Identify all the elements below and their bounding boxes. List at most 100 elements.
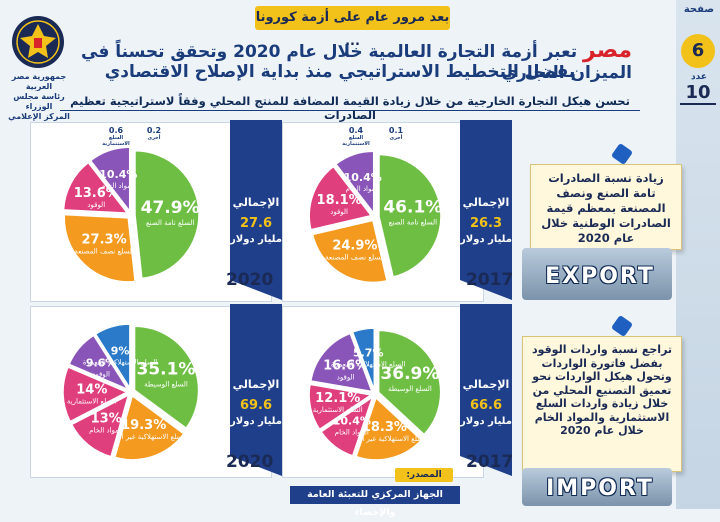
slice-name-label: السلع الاستثمارية bbox=[313, 406, 363, 414]
pie-slice bbox=[134, 150, 200, 280]
slice-name-label: الوقود bbox=[92, 371, 110, 379]
export-illustration bbox=[522, 248, 672, 300]
total-value-exports-2017: 26.3 bbox=[469, 216, 503, 231]
total-value-exports-2020: 27.6 bbox=[239, 216, 273, 231]
logo-line-1: جمهورية مصر العربية bbox=[11, 72, 67, 91]
logo-line-3: المركز الإعلامي bbox=[8, 112, 70, 121]
slice-value-label: 27.3% bbox=[82, 232, 127, 247]
slice-name-label: السلع تامة الصنع bbox=[389, 219, 437, 227]
page-label: صفحة bbox=[683, 4, 714, 15]
pie-slice bbox=[309, 332, 374, 393]
pie-slice bbox=[70, 393, 130, 458]
slice-name-label: المواد الخام bbox=[346, 185, 380, 193]
small-share-1-exports-2020: 0.6 السلع الاستثمارية bbox=[98, 126, 134, 147]
slice-name-label: السلع الاستهلاكية المعمرة bbox=[331, 361, 405, 369]
slice-value-label: 13.6% bbox=[74, 186, 119, 201]
slice-name-label: السلع تامة الصنع bbox=[146, 219, 194, 227]
small-share-value: 0.4 bbox=[348, 126, 364, 135]
slice-name-label: الوقود bbox=[87, 201, 105, 209]
pie-slice bbox=[133, 325, 200, 430]
issue-label: عدد bbox=[691, 72, 707, 82]
slice-value-label: 10.4% bbox=[333, 414, 371, 427]
slice-value-label: 9.6% bbox=[86, 357, 117, 370]
small-share-name: السلع الاستثمارية bbox=[102, 135, 130, 147]
slice-value-label: 5.7% bbox=[353, 347, 384, 360]
source-label: المصدر: bbox=[395, 468, 453, 482]
small-share-value: 0.2 bbox=[146, 126, 162, 135]
slice-value-label: 47.9% bbox=[141, 198, 200, 218]
small-share-0-exports-2020: 0.2 أخرى bbox=[136, 126, 172, 141]
ribbon-exports-2017 bbox=[460, 120, 512, 300]
pie-slice bbox=[68, 334, 130, 392]
pie-slice bbox=[378, 153, 442, 278]
slice-value-label: 35.1% bbox=[136, 359, 195, 379]
small-share-name: أخرى bbox=[147, 135, 161, 141]
slice-name-label: السلع الوسيطة bbox=[388, 385, 432, 393]
slice-name-label: السلع الاستهلاكية غير المعمرة bbox=[341, 435, 427, 443]
small-share-value: 0.6 bbox=[108, 126, 124, 135]
eagle-logo-icon bbox=[12, 16, 64, 68]
total-unit-exports-2020: مليار دولار bbox=[230, 234, 282, 245]
small-share-name: أخرى bbox=[389, 135, 403, 141]
pin-icon bbox=[610, 314, 634, 338]
top-banner: بعد مرور عام على أزمة كورونا ... bbox=[255, 6, 450, 49]
source-text: الجهاز المركزي للتعبئة العامة والإحصاء bbox=[290, 486, 460, 518]
slice-value-label: 13% bbox=[91, 411, 122, 426]
slice-name-label: المواد الخام bbox=[335, 428, 369, 436]
subtitle-divider bbox=[60, 110, 640, 111]
slice-value-label: 24.9% bbox=[332, 238, 377, 253]
ribbon-imports-2017 bbox=[460, 304, 512, 476]
small-share-name: السلع الاستثمارية bbox=[342, 135, 370, 147]
total-label-imports-2020: الإجمالي bbox=[232, 378, 280, 391]
note-exports: زيادة نسبة الصادرات تامة الصنع ونصف المص… bbox=[530, 164, 682, 250]
pie-slice bbox=[308, 165, 373, 231]
headline-brand: مصر bbox=[583, 38, 632, 63]
ribbon-exports-2020 bbox=[230, 120, 282, 300]
slice-value-label: 16.6% bbox=[323, 359, 368, 374]
slice-name-label: الوقود bbox=[330, 208, 348, 216]
page-number: 6 bbox=[681, 34, 715, 68]
slice-name-label: السلع الاستهلاكية المعمرة bbox=[83, 358, 157, 366]
pie-slice bbox=[113, 394, 185, 461]
slice-name-label: السلع الاستثمارية bbox=[67, 397, 117, 405]
pie-slice bbox=[377, 329, 442, 436]
ribbon-imports-2020 bbox=[230, 304, 282, 476]
year-exports-2020: 2020 bbox=[226, 270, 274, 290]
pie-slice bbox=[94, 323, 131, 391]
total-value-imports-2020: 69.6 bbox=[239, 398, 273, 413]
logo-line-2: رئاسة مجلس الوزراء bbox=[13, 92, 65, 111]
slice-value-label: 12.1% bbox=[315, 391, 360, 406]
small-share-1-exports-2017: 0.4 السلع الاستثمارية bbox=[338, 126, 374, 147]
total-unit-imports-2020: مليار دولار bbox=[230, 416, 282, 427]
small-share-value: 0.1 bbox=[388, 126, 404, 135]
import-illustration bbox=[522, 468, 672, 506]
pie-slice bbox=[308, 383, 374, 431]
slice-value-label: 46.1% bbox=[383, 198, 442, 218]
small-share-0-exports-2017: 0.1 أخرى bbox=[378, 126, 414, 141]
pie-slice bbox=[89, 146, 131, 214]
headline-line-1-text: تعبر أزمة التجارة العالمية خلال عام 2020… bbox=[81, 42, 632, 83]
subtitle: تحسن هيكل التجارة الخارجية من خلال زيادة… bbox=[70, 94, 630, 122]
slice-name-label: السلع الوسيطة bbox=[144, 380, 188, 388]
logo-caption: جمهورية مصر العربية رئاسة مجلس الوزراء ا… bbox=[4, 72, 74, 122]
year-imports-2017: 2017 bbox=[466, 452, 514, 472]
slice-name-label: السلع نصف المصنعة bbox=[74, 247, 134, 255]
year-exports-2017: 2017 bbox=[466, 270, 514, 290]
headline-line-2: بفضل التخطيط الاستراتيجي منذ بداية الإصل… bbox=[104, 62, 576, 82]
slice-value-label: 18.1% bbox=[317, 193, 362, 208]
slice-value-label: 18.3% bbox=[362, 420, 407, 435]
import-word: IMPORT bbox=[546, 476, 654, 501]
pin-icon bbox=[610, 142, 634, 166]
pie-exports-2020: 47.9%السلع تامة الصنع 27.3%السلع نصف المص… bbox=[62, 146, 200, 283]
export-word: EXPORT bbox=[545, 264, 655, 289]
slice-name-label: المواد الخام bbox=[101, 182, 135, 190]
pie-slice bbox=[311, 219, 388, 284]
side-bar bbox=[676, 0, 720, 509]
total-label-imports-2017: الإجمالي bbox=[462, 378, 510, 391]
slice-name-label: السلع الاستهلاكية غير المعمرة bbox=[101, 433, 187, 441]
total-unit-exports-2017: مليار دولار bbox=[460, 234, 512, 245]
pie-slice bbox=[63, 213, 136, 283]
slice-value-label: 19.3% bbox=[121, 418, 166, 433]
